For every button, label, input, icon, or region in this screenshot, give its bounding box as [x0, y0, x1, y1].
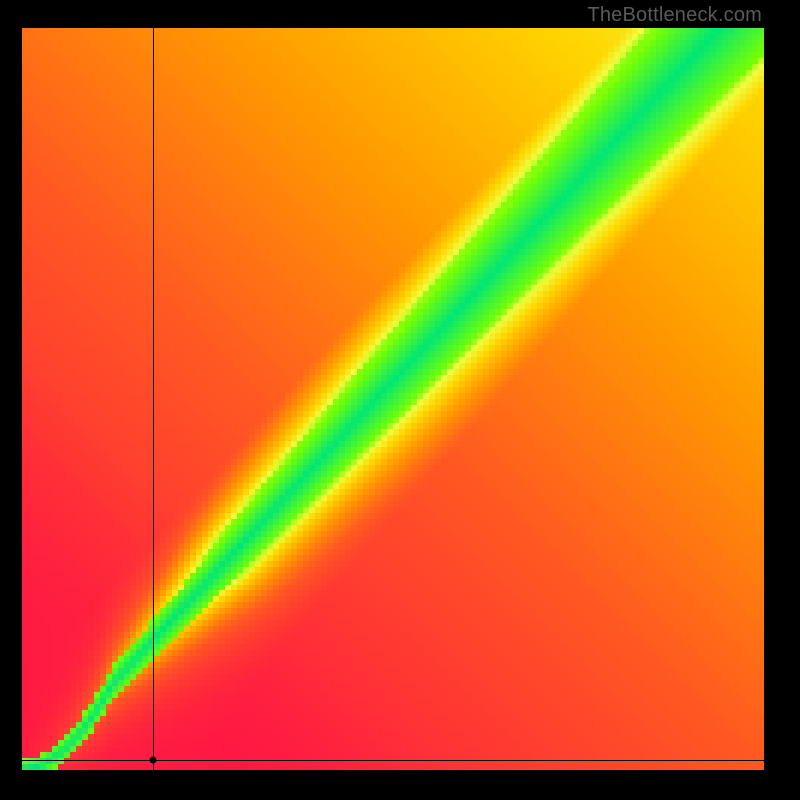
- crosshair-vertical: [153, 28, 154, 770]
- watermark-text: TheBottleneck.com: [587, 4, 762, 27]
- crosshair-point: [150, 756, 157, 763]
- heatmap-canvas: [22, 28, 764, 770]
- heatmap-plot: [22, 28, 764, 770]
- crosshair-horizontal: [22, 760, 764, 761]
